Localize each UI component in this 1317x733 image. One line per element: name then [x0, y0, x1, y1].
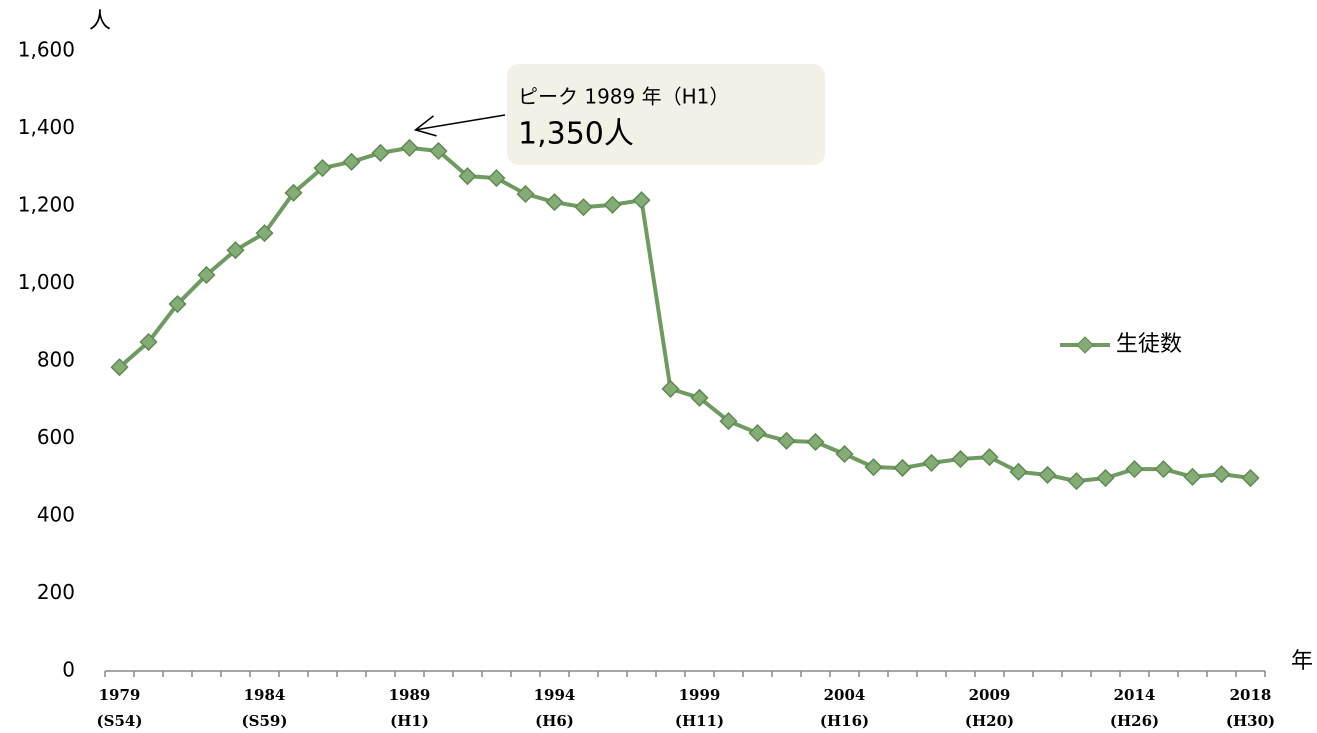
- marker: [661, 379, 680, 398]
- y-tick-label: 1,000: [18, 270, 75, 294]
- marker: [284, 183, 303, 202]
- marker: [1241, 468, 1260, 488]
- y-tick-label: 1,200: [18, 193, 75, 217]
- marker: [1154, 460, 1173, 479]
- y-tick-label: 1,600: [18, 38, 75, 62]
- marker: [806, 432, 825, 452]
- y-tick-label: 0: [62, 658, 75, 682]
- annotation-arrow: [415, 114, 506, 131]
- marker: [458, 167, 477, 186]
- marker: [342, 152, 361, 171]
- marker: [603, 195, 622, 214]
- marker: [922, 453, 941, 472]
- marker: [168, 294, 187, 314]
- marker: [777, 431, 796, 450]
- marker: [197, 265, 216, 285]
- marker: [1067, 472, 1086, 491]
- y-tick-label: 200: [37, 580, 75, 604]
- marker: [1009, 462, 1028, 481]
- marker: [1212, 465, 1231, 484]
- x-tick-label: 1984 (S59): [242, 686, 288, 730]
- marker: [864, 458, 883, 477]
- series-line: [118, 145, 1251, 484]
- marker: [400, 138, 419, 157]
- annotation-arrowhead: [413, 115, 437, 137]
- marker: [719, 412, 738, 431]
- marker: [516, 184, 535, 204]
- x-tick-label: 2014 (H26): [1110, 686, 1159, 730]
- marker: [226, 241, 245, 260]
- marker: [951, 449, 970, 469]
- annotation-title: ピーク 1989 年（H1）: [518, 85, 729, 109]
- marker: [835, 444, 854, 464]
- y-tick-label: 800: [37, 348, 75, 372]
- marker: [487, 169, 506, 188]
- y-tick-label: 400: [37, 503, 75, 527]
- y-tick-label: 1,400: [18, 115, 75, 139]
- marker: [1038, 465, 1057, 484]
- x-tick-label: 2004 (H16): [820, 686, 869, 730]
- marker: [139, 332, 158, 352]
- x-tick-label: 1999 (H11): [675, 686, 724, 730]
- x-tick-label: 2009 (H20): [965, 686, 1014, 730]
- marker: [255, 224, 274, 243]
- marker: [748, 424, 767, 443]
- marker: [1096, 468, 1115, 488]
- x-unit: 年: [1291, 649, 1313, 674]
- marker: [574, 198, 593, 217]
- marker: [632, 191, 651, 210]
- x-tick-label: 1994 (H6): [534, 686, 576, 730]
- annotation-box: [507, 64, 825, 165]
- legend-marker: [1076, 336, 1094, 354]
- x-tick-label: 2018 (H30): [1226, 686, 1275, 730]
- legend-label: 生徒数: [1116, 332, 1182, 357]
- marker: [429, 141, 448, 161]
- marker: [1125, 460, 1144, 479]
- x-tick-label: 1989 (H1): [389, 686, 431, 730]
- marker: [893, 458, 912, 478]
- marker: [690, 388, 709, 407]
- annotation-text: 1,350人: [518, 117, 634, 152]
- marker: [313, 158, 332, 178]
- marker: [110, 358, 129, 377]
- marker: [1183, 467, 1202, 486]
- marker: [371, 143, 390, 162]
- marker: [980, 448, 999, 467]
- x-tick-label: 1979 (S54): [97, 686, 143, 730]
- marker: [545, 193, 564, 212]
- y-unit: 人: [89, 9, 111, 34]
- y-tick-label: 600: [37, 425, 75, 449]
